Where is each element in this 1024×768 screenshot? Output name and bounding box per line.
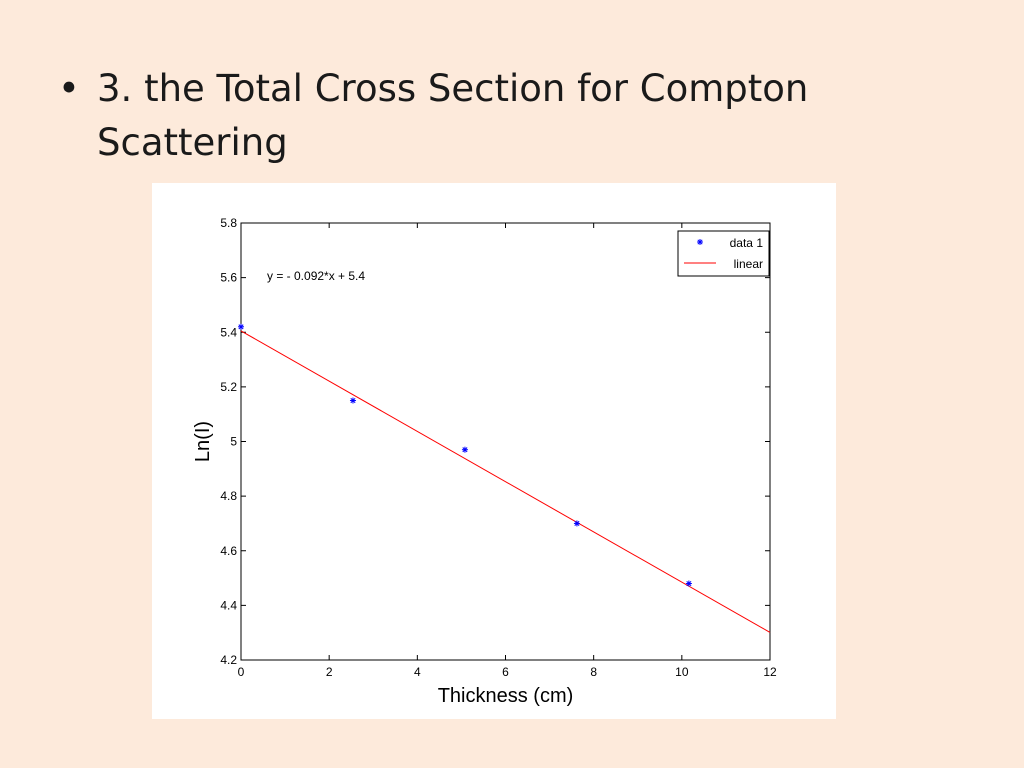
legend-marker	[697, 239, 703, 245]
x-tick-label: 8	[590, 665, 597, 679]
slide-title: • 3. the Total Cross Section for Compton…	[58, 62, 858, 170]
slide-title-text: 3. the Total Cross Section for Compton S…	[97, 67, 809, 164]
x-tick-label: 6	[502, 665, 509, 679]
data-point	[685, 580, 692, 587]
fit-equation-annotation: y = - 0.092*x + 5.4	[267, 269, 365, 283]
x-tick-label: 10	[675, 665, 689, 679]
scatter-chart: 0 2 4 6 8 10 12 4.2 4.4 4.6 4.8 5 5.2 5.4 5.6 5.8 Thick…	[192, 216, 777, 707]
data-point	[461, 446, 468, 453]
y-tick-label: 5.4	[220, 325, 237, 339]
y-tick-label: 4.2	[220, 653, 237, 667]
data-point	[349, 397, 356, 404]
legend-label: data 1	[730, 236, 764, 250]
y-tick-label: 5.2	[220, 380, 237, 394]
y-tick-label: 5.8	[220, 216, 237, 230]
y-tick-label: 4.8	[220, 489, 237, 503]
x-tick-label: 0	[238, 665, 245, 679]
legend-label: linear	[734, 257, 763, 271]
y-axis-title: Ln(I)	[192, 421, 214, 462]
x-axis-title: Thickness (cm)	[438, 685, 574, 707]
linear-fit-line	[240, 330, 771, 633]
y-tick-label: 4.4	[220, 598, 237, 612]
y-tick-label: 4.6	[220, 544, 237, 558]
x-tick-label: 2	[326, 665, 333, 679]
data-point	[238, 323, 244, 330]
bullet-icon: •	[58, 67, 80, 110]
chart-panel: 0 2 4 6 8 10 12 4.2 4.4 4.6 4.8 5 5.2 5.4 5.6 5.8 Thick…	[152, 183, 836, 719]
plot-area	[240, 222, 771, 661]
y-tick-label: 5	[230, 435, 237, 449]
legend-entry: linear	[684, 257, 763, 271]
legend-entry: data 1	[697, 236, 763, 250]
data-point	[573, 520, 580, 527]
legend-box	[677, 230, 770, 277]
x-tick-label: 12	[763, 665, 777, 679]
x-tick-label: 4	[414, 665, 421, 679]
y-tick-label: 5.6	[220, 271, 237, 285]
legend: data 1 linear	[677, 230, 770, 277]
